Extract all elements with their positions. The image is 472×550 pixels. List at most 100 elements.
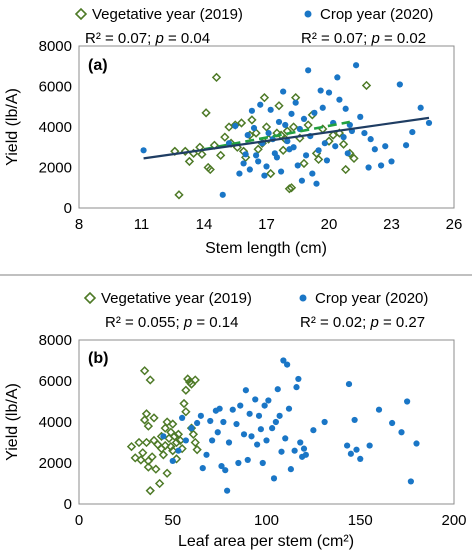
data-point-crop	[292, 99, 299, 106]
data-point-vegetative	[149, 413, 159, 423]
data-point-vegetative	[224, 122, 234, 132]
y-tick-label: 6000	[39, 79, 72, 96]
x-tick-label: 8	[75, 216, 83, 233]
y-axis-title-b: Yield (lb/A)	[4, 383, 21, 461]
plot-frame-b	[78, 339, 455, 505]
data-point-crop	[207, 417, 214, 425]
data-point-crop	[232, 122, 239, 130]
data-point-crop	[413, 440, 420, 447]
data-point-crop	[254, 441, 261, 448]
data-point-vegetative	[168, 419, 178, 429]
data-point-crop	[351, 416, 358, 424]
data-point-vegetative	[134, 437, 144, 448]
y-tick-label: 6000	[39, 373, 72, 390]
panel-b: Vegetative year (2019) Crop year (2020) …	[4, 290, 467, 550]
y-tick-label: 8000	[39, 38, 72, 55]
data-point-crop	[280, 357, 287, 364]
data-point-crop	[246, 410, 253, 417]
legend-marker-crop	[304, 10, 312, 18]
data-point-crop	[214, 429, 221, 436]
data-point-crop	[284, 138, 291, 145]
data-point-crop	[248, 433, 255, 440]
data-point-crop	[332, 143, 339, 150]
data-point-crop	[224, 487, 231, 494]
legend-label-crop-b: Crop year (2020)	[315, 290, 428, 307]
data-point-crop	[353, 446, 360, 453]
data-point-vegetative	[313, 154, 324, 165]
data-point-vegetative	[251, 128, 261, 138]
data-point-vegetative	[247, 115, 257, 125]
data-point-crop	[321, 418, 328, 426]
data-point-vegetative	[299, 158, 309, 169]
data-point-vegetative	[236, 118, 247, 128]
stats-vegetative-b: R² = 0.055; p = 0.14	[105, 314, 238, 331]
trendline-crop	[143, 116, 430, 160]
x-axis-title-a: Stem length (cm)	[205, 240, 327, 257]
panel-label-b: (b)	[88, 350, 108, 367]
data-point-vegetative	[179, 398, 189, 409]
data-point-crop	[182, 437, 189, 444]
data-point-crop	[361, 129, 368, 137]
data-point-vegetative	[190, 375, 200, 385]
legend-label-vegetative-b: Vegetative year (2019)	[101, 290, 252, 307]
data-point-crop	[396, 81, 403, 88]
data-point-crop	[300, 445, 308, 452]
panel-label-a: (a)	[88, 57, 108, 74]
data-point-crop	[233, 420, 240, 428]
data-point-crop	[273, 154, 281, 161]
data-point-crop	[179, 414, 186, 421]
stats-a: R² = 0.07; p = 0.04 R² = 0.07; p = 0.02	[85, 30, 426, 47]
data-point-crop	[377, 162, 385, 169]
data-point-crop	[278, 448, 285, 455]
data-point-crop	[342, 105, 349, 112]
data-marks-b	[126, 357, 420, 496]
data-point-vegetative	[171, 454, 182, 464]
data-point-crop	[309, 170, 316, 177]
x-tick-label: 150	[348, 512, 373, 529]
data-point-crop	[276, 412, 283, 419]
data-point-crop	[263, 437, 270, 444]
data-point-crop	[347, 450, 354, 457]
data-point-vegetative	[139, 415, 150, 425]
data-point-vegetative	[174, 190, 184, 200]
x-axis-title-b: Leaf area per stem (cm²)	[178, 533, 354, 550]
data-point-vegetative	[266, 168, 276, 179]
data-point-crop	[280, 88, 287, 95]
data-point-crop	[219, 191, 226, 198]
data-point-crop	[250, 124, 258, 132]
data-point-vegetative	[190, 437, 200, 448]
data-point-crop	[252, 152, 260, 159]
data-point-crop	[240, 160, 247, 167]
data-point-crop	[242, 387, 249, 394]
data-point-vegetative	[324, 136, 334, 146]
data-point-crop	[407, 478, 414, 485]
data-marks-a	[140, 62, 433, 200]
data-point-crop	[282, 121, 289, 129]
plot-frame-a	[78, 45, 455, 209]
r2-crop: R² = 0.07;	[301, 30, 367, 47]
x-tick-label: 50	[164, 512, 181, 529]
data-point-vegetative	[201, 108, 211, 118]
data-point-crop	[357, 113, 364, 120]
legend-marker-vegetative-b	[83, 291, 97, 305]
data-point-vegetative	[168, 446, 178, 456]
data-point-crop	[275, 118, 283, 126]
data-point-crop	[288, 110, 295, 117]
data-point-vegetative	[349, 153, 359, 164]
data-point-crop	[417, 104, 424, 111]
data-point-vegetative	[143, 462, 154, 472]
data-point-crop	[287, 466, 294, 473]
data-point-crop	[371, 146, 378, 153]
r2-vegetative: R² = 0.07;	[85, 30, 151, 47]
data-point-crop	[240, 431, 248, 438]
data-point-vegetative	[136, 455, 146, 465]
data-point-vegetative	[171, 437, 182, 448]
data-point-crop	[267, 106, 274, 113]
data-point-crop	[188, 425, 195, 432]
data-point-vegetative	[154, 478, 165, 489]
data-point-crop	[270, 475, 278, 482]
data-point-crop	[357, 455, 364, 462]
data-point-vegetative	[192, 445, 202, 455]
data-point-crop	[272, 418, 279, 426]
